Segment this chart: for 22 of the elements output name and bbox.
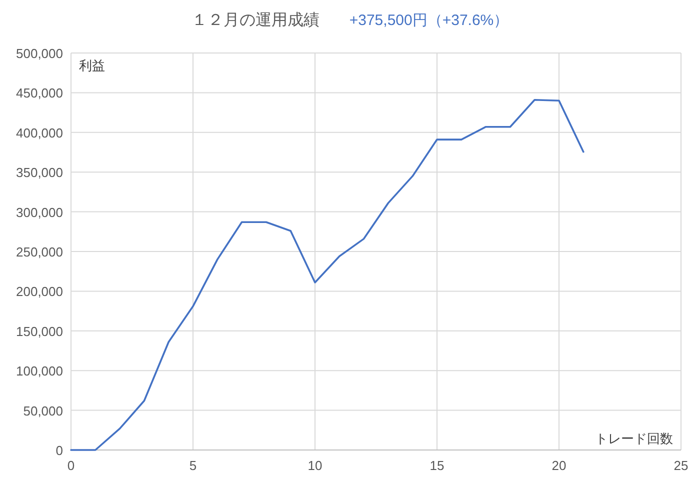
line-series — [70, 98, 584, 451]
y-axis-title: 利益 — [79, 58, 105, 73]
y-tick-label: 200,000 — [16, 284, 63, 300]
x-tick-label: 25 — [674, 458, 688, 473]
y-tick-label: 350,000 — [16, 165, 63, 180]
y-tick-label: 500,000 — [16, 46, 63, 61]
x-axis-title: トレード回数 — [595, 431, 673, 446]
y-tick-label: 0 — [56, 443, 63, 458]
x-tick-label: 5 — [189, 458, 197, 473]
y-tick-label: 50,000 — [23, 403, 63, 418]
y-tick-label: 150,000 — [16, 324, 63, 339]
y-tick-label: 400,000 — [16, 125, 63, 140]
x-tick-label: 0 — [67, 458, 75, 473]
chart-subtitle: +375,500円（+37.6%） — [349, 12, 509, 29]
y-tick-label: 300,000 — [16, 204, 63, 220]
x-tick-label: 20 — [552, 458, 566, 473]
x-tick-label: 15 — [430, 458, 444, 473]
y-tick-label: 250,000 — [16, 244, 63, 260]
y-tick-label: 450,000 — [16, 86, 63, 101]
x-tick-label: 10 — [308, 458, 322, 473]
chart-title: １２月の運用成績 — [191, 11, 320, 29]
y-tick-label: 100,000 — [16, 364, 63, 379]
